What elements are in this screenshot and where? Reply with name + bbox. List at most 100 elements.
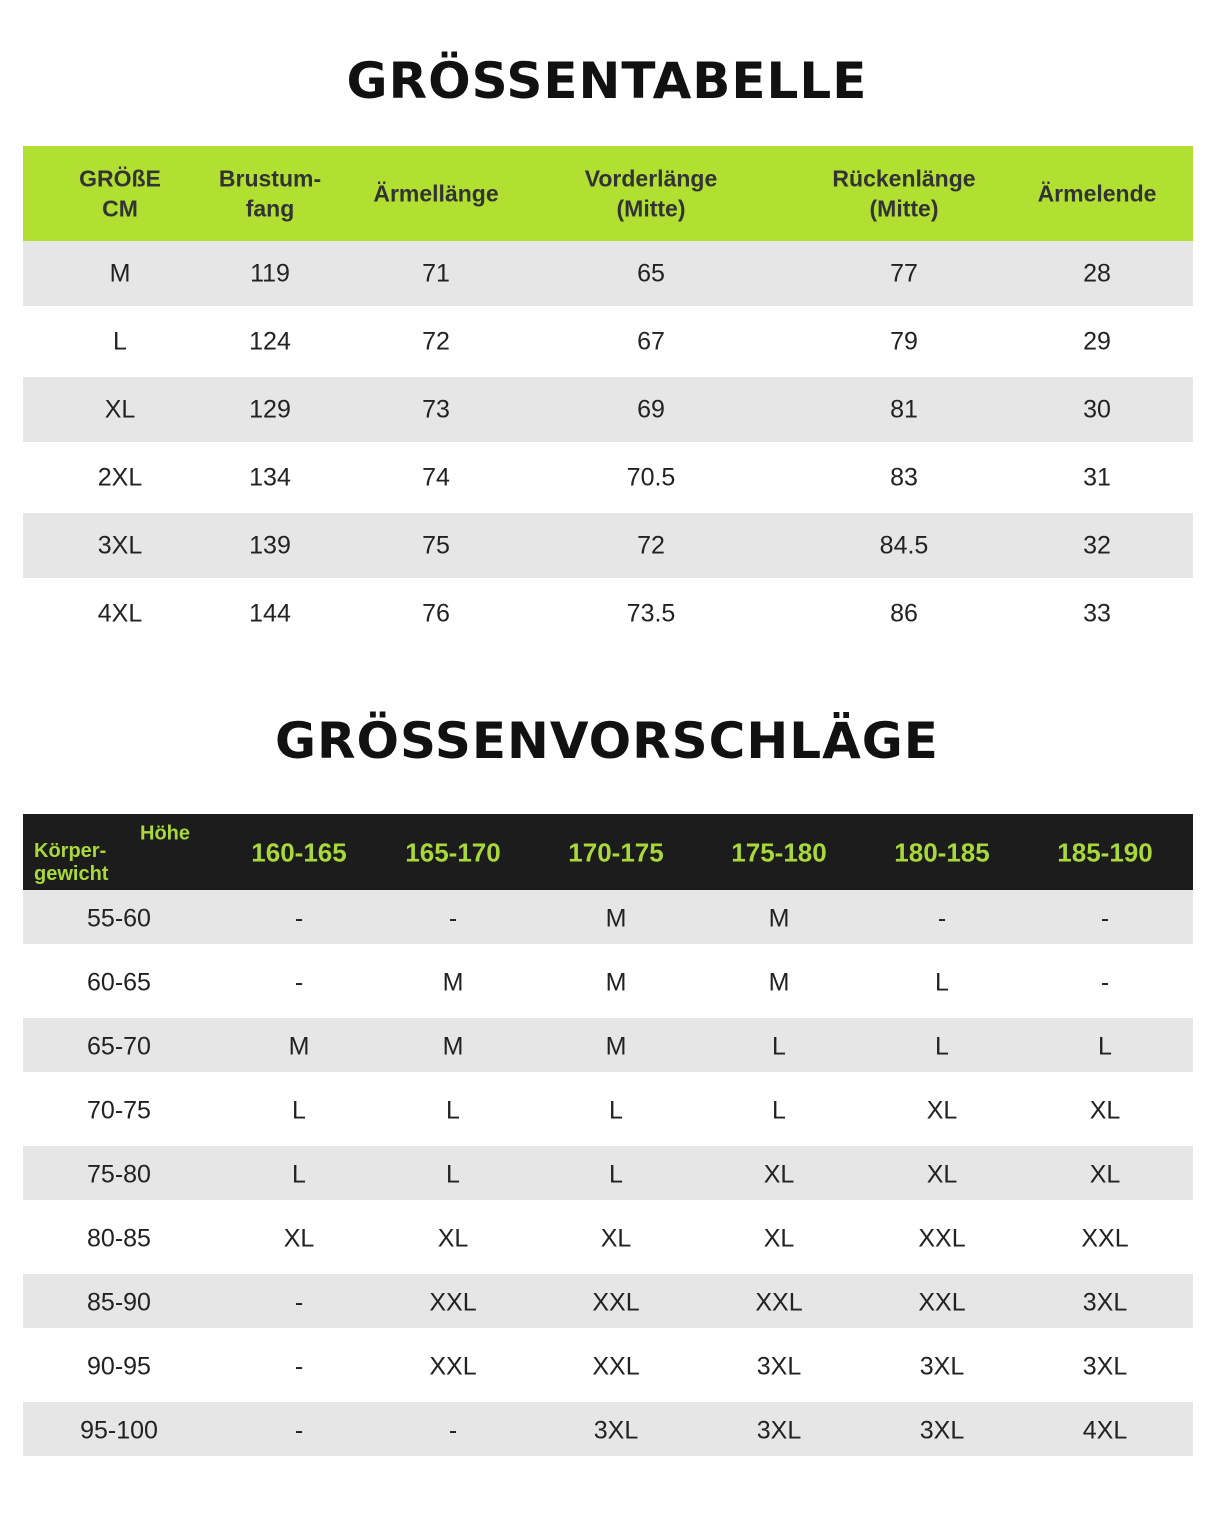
table-cell: -	[448, 1416, 458, 1445]
table-cell: 3XL	[919, 1352, 965, 1381]
table-cell: 86	[890, 599, 918, 628]
table-cell: 3XL	[756, 1352, 802, 1381]
table-cell: -	[294, 1352, 304, 1381]
table-cell: L	[772, 1096, 786, 1125]
table-cell: XL	[1089, 1096, 1121, 1125]
table-cell: 4XL	[1082, 1416, 1128, 1445]
table-cell: M	[442, 968, 464, 997]
table-cell: L	[446, 1160, 460, 1189]
table-cell: 83	[890, 463, 918, 492]
title: GRÖSSENVORSCHLÄGE	[275, 712, 939, 770]
table-cell: -	[294, 904, 304, 933]
title: GRÖSSENTABELLE	[346, 52, 868, 110]
table-cell: 90-95	[87, 1352, 151, 1381]
table-cell: XL	[763, 1224, 795, 1253]
table-cell: L	[772, 1032, 786, 1061]
table-cell: L	[609, 1160, 623, 1189]
table-cell: 3XL	[593, 1416, 639, 1445]
table-cell: M	[288, 1032, 310, 1061]
header-cell: CM	[102, 195, 138, 222]
table-cell: 79	[890, 327, 918, 356]
table-cell: L	[609, 1096, 623, 1125]
table-cell: L	[446, 1096, 460, 1125]
table-cell: L	[292, 1096, 306, 1125]
table-cell: XXL	[1081, 1224, 1129, 1253]
table-cell: 55-60	[87, 904, 151, 933]
table-cell: L	[292, 1160, 306, 1189]
row-band	[23, 1146, 1193, 1200]
table-cell: XL	[1089, 1160, 1121, 1189]
table-cell: 74	[422, 463, 450, 492]
table-cell: 72	[637, 531, 665, 560]
table-cell: L	[113, 327, 127, 356]
table-cell: 76	[422, 599, 450, 628]
table-cell: 2XL	[97, 463, 143, 492]
table-cell: 75-80	[87, 1160, 151, 1189]
table-cell: 70-75	[87, 1096, 151, 1125]
table-cell: 60-65	[87, 968, 151, 997]
table-cell: 80-85	[87, 1224, 151, 1253]
table-cell: L	[1098, 1032, 1112, 1061]
header-cell: Rückenlänge	[832, 165, 976, 192]
table-cell: 85-90	[87, 1288, 151, 1317]
header-band	[23, 146, 1193, 241]
header-cell: 170-175	[568, 837, 664, 868]
table-cell: XL	[926, 1096, 958, 1125]
header-cell: 180-185	[894, 837, 990, 868]
table-cell: M	[605, 904, 627, 933]
table-cell: 75	[422, 531, 450, 560]
table-cell: 65-70	[87, 1032, 151, 1061]
table-cell: 3XL	[1082, 1288, 1128, 1317]
table-cell: L	[935, 968, 949, 997]
table-cell: -	[1100, 904, 1110, 933]
table-cell: 33	[1083, 599, 1111, 628]
row-band	[23, 241, 1193, 306]
header-cell: 160-165	[251, 837, 347, 868]
table-cell: 72	[422, 327, 450, 356]
table-cell: XXL	[429, 1288, 477, 1317]
table-cell: XL	[926, 1160, 958, 1189]
table-cell: 70.5	[626, 463, 676, 492]
table-cell: 67	[637, 327, 665, 356]
table-cell: 3XL	[756, 1416, 802, 1445]
table-cell: XXL	[429, 1352, 477, 1381]
table-cell: 73.5	[626, 599, 676, 628]
table-cell: -	[294, 1416, 304, 1445]
header-cell: (Mitte)	[869, 195, 939, 222]
table-cell: 81	[890, 395, 918, 424]
header-cell: Ärmelende	[1037, 180, 1157, 207]
table-cell: XL	[763, 1160, 795, 1189]
header-cell: 165-170	[405, 837, 501, 868]
row-band	[23, 1274, 1193, 1328]
table-cell: -	[294, 1288, 304, 1317]
table-cell: XXL	[755, 1288, 803, 1317]
table-cell: 29	[1083, 327, 1111, 356]
header-cell: fang	[245, 195, 295, 222]
table-cell: 30	[1083, 395, 1111, 424]
table-cell: XL	[437, 1224, 469, 1253]
row-band	[23, 1018, 1193, 1072]
table-cell: 144	[249, 599, 291, 628]
table-cell: XXL	[918, 1288, 966, 1317]
table-cell: M	[109, 259, 131, 288]
row-band	[23, 377, 1193, 442]
table-cell: 3XL	[1082, 1352, 1128, 1381]
table-cell: XL	[600, 1224, 632, 1253]
header-cell: GRÖßE	[79, 165, 161, 192]
table-cell: 65	[637, 259, 665, 288]
table-cell: 31	[1083, 463, 1111, 492]
header-cell: Ärmellänge	[373, 180, 499, 207]
table-cell: L	[935, 1032, 949, 1061]
table-cell: 3XL	[97, 531, 143, 560]
table-cell: M	[605, 968, 627, 997]
table-cell: -	[448, 904, 458, 933]
table-cell: 3XL	[919, 1416, 965, 1445]
header-band	[23, 814, 1193, 890]
corner-weight: gewicht	[34, 863, 109, 885]
table-cell: 77	[890, 259, 918, 288]
table-cell: 95-100	[80, 1416, 158, 1445]
table-cell: XL	[104, 395, 136, 424]
table-cell: -	[1100, 968, 1110, 997]
header-cell: 185-190	[1057, 837, 1153, 868]
table-cell: XXL	[592, 1288, 640, 1317]
